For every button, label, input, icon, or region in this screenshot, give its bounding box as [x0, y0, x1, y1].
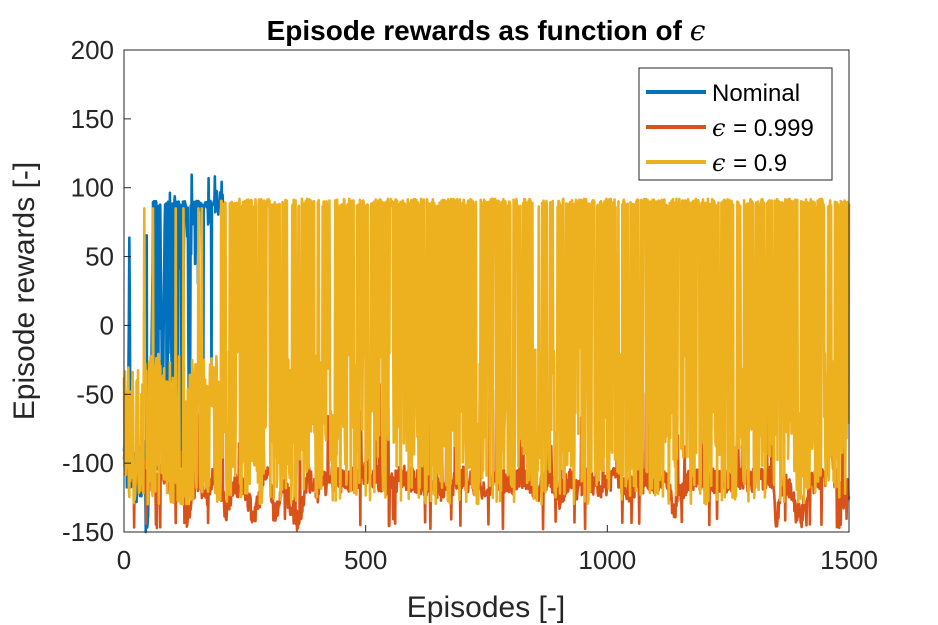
legend-label: Nominal	[712, 80, 800, 107]
series-line-eps-0-9	[122, 197, 851, 506]
x-axis-ticks: 0 500 1000 1500	[117, 525, 878, 575]
y-axis-label: Episode rewards [-]	[8, 162, 41, 420]
x-tick-label: 500	[344, 545, 387, 575]
axes-box	[123, 49, 850, 533]
y-tick-label: 100	[71, 173, 114, 203]
legend-entry: Nominal	[712, 80, 800, 107]
chart-title-symbol: ϵ	[690, 14, 706, 47]
legend-label: = 0.999	[733, 115, 814, 142]
y-tick-label: 200	[71, 35, 114, 65]
y-tick-label: 150	[71, 104, 114, 134]
chart-title-text: Episode rewards as function of	[267, 15, 690, 46]
x-tick-label: 0	[117, 545, 131, 575]
y-tick-label: 0	[100, 310, 114, 340]
legend-entry: ϵ = 0.9	[712, 149, 787, 177]
y-tick-label: -150	[62, 517, 114, 547]
y-tick-label: -100	[62, 448, 114, 478]
x-tick-label: 1500	[820, 545, 878, 575]
chart-title: Episode rewards as function of ϵ	[267, 14, 706, 47]
y-tick-label: -50	[76, 379, 114, 409]
y-tick-label: 50	[85, 242, 114, 272]
legend-symbol: ϵ	[712, 114, 733, 142]
series-layer	[122, 173, 851, 534]
x-axis-label: Episodes [-]	[407, 591, 565, 624]
legend-label: = 0.9	[733, 150, 787, 177]
legend-entry: ϵ = 0.999	[712, 114, 814, 142]
x-tick-label: 1000	[578, 545, 636, 575]
y-axis-ticks: -150 -100 -50 0 50 100 150 200	[62, 35, 131, 547]
legend-symbol: ϵ	[712, 149, 733, 177]
